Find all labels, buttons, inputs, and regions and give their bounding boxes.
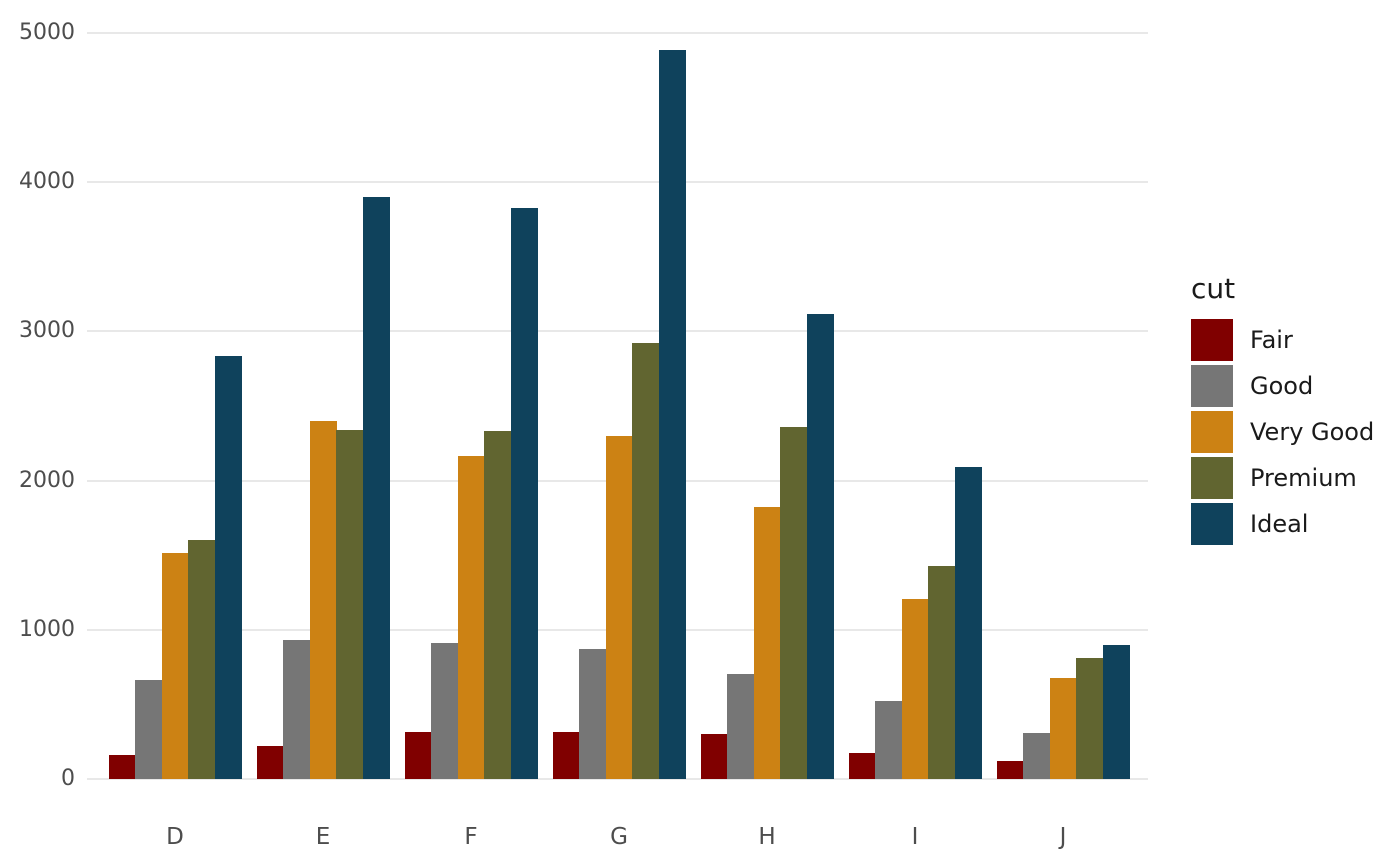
bar-J-good [1023, 733, 1050, 779]
bar-J-premium [1076, 658, 1103, 779]
legend-item-very-good: Very Good [1191, 411, 1374, 453]
y-tick-label: 2000 [19, 467, 75, 493]
bar-G-good [579, 649, 606, 779]
y-tick-label: 5000 [19, 20, 75, 45]
legend-label: Ideal [1250, 510, 1309, 538]
legend-label: Premium [1250, 464, 1357, 492]
bar-E-good [283, 640, 310, 779]
legend-swatch-icon [1191, 319, 1233, 361]
bar-I-fair [849, 753, 876, 779]
bar-D-good [135, 680, 162, 779]
bar-H-good [727, 674, 754, 779]
bar-G-ideal [659, 50, 686, 779]
bar-H-ideal [807, 314, 834, 779]
bar-D-premium [188, 540, 215, 779]
bar-G-very-good [606, 436, 633, 779]
bar-E-premium [336, 430, 363, 779]
bar-E-ideal [363, 197, 390, 779]
y-tick-label: 1000 [19, 616, 75, 642]
bar-F-premium [484, 431, 511, 779]
bar-F-good [431, 643, 458, 779]
legend-item-good: Good [1191, 365, 1374, 407]
bar-F-fair [405, 732, 432, 779]
legend-label: Fair [1250, 326, 1293, 354]
x-tick-label-F: F [464, 824, 478, 850]
gridline-0 [87, 778, 1148, 780]
bar-H-very-good [754, 507, 781, 779]
x-tick-label-H: H [758, 824, 776, 850]
bar-F-very-good [458, 456, 485, 779]
gridline-3000 [87, 330, 1148, 333]
bar-D-fair [109, 755, 136, 779]
legend-swatch-icon [1191, 457, 1233, 499]
x-tick-label-D: D [166, 824, 184, 850]
legend-item-premium: Premium [1191, 457, 1374, 499]
legend-item-fair: Fair [1191, 319, 1374, 361]
y-tick-label: 0 [61, 766, 75, 791]
bar-E-fair [257, 746, 284, 779]
bar-F-ideal [511, 208, 538, 779]
bar-H-fair [701, 734, 728, 779]
gridline-5000 [87, 32, 1148, 34]
legend-item-ideal: Ideal [1191, 503, 1374, 545]
legend-label: Good [1250, 372, 1314, 400]
legend-label: Very Good [1250, 418, 1375, 446]
bar-J-very-good [1050, 678, 1077, 779]
bar-E-very-good [310, 421, 337, 779]
legend-swatch-icon [1191, 365, 1233, 407]
bar-D-very-good [162, 553, 189, 779]
x-tick-label-I: I [911, 824, 919, 850]
legend-swatch-icon [1191, 503, 1233, 545]
legend-items: Fair Good Very Good Premium Ideal [1191, 319, 1374, 545]
bar-G-premium [632, 343, 659, 779]
legend-title: cut [1191, 272, 1236, 305]
x-tick-label-J: J [1059, 824, 1067, 850]
bar-I-very-good [902, 599, 929, 779]
bar-J-fair [997, 761, 1024, 779]
bar-D-ideal [215, 356, 242, 779]
x-tick-label-E: E [315, 824, 331, 850]
bar-I-good [875, 701, 902, 779]
legend: cut Fair Good Very Good Premium Ideal [1191, 272, 1374, 549]
bar-J-ideal [1103, 645, 1130, 779]
legend-swatch-icon [1191, 411, 1233, 453]
y-tick-label: 4000 [19, 169, 75, 195]
bar-I-ideal [955, 467, 982, 779]
bar-H-premium [780, 427, 807, 779]
bar-G-fair [553, 732, 580, 779]
y-tick-label: 3000 [19, 318, 75, 344]
x-tick-label-G: G [610, 824, 628, 850]
bar-I-premium [928, 566, 955, 779]
gridline-4000 [87, 181, 1148, 184]
